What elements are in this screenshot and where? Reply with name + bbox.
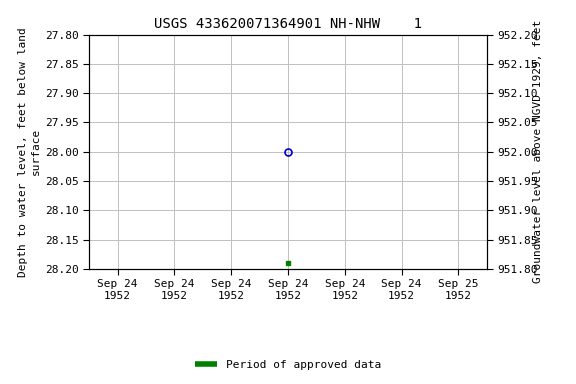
Title: USGS 433620071364901 NH-NHW    1: USGS 433620071364901 NH-NHW 1: [154, 17, 422, 31]
Y-axis label: Groundwater level above NGVD 1929, feet: Groundwater level above NGVD 1929, feet: [533, 20, 543, 283]
Y-axis label: Depth to water level, feet below land
surface: Depth to water level, feet below land su…: [18, 27, 41, 276]
Legend: Period of approved data: Period of approved data: [191, 356, 385, 375]
